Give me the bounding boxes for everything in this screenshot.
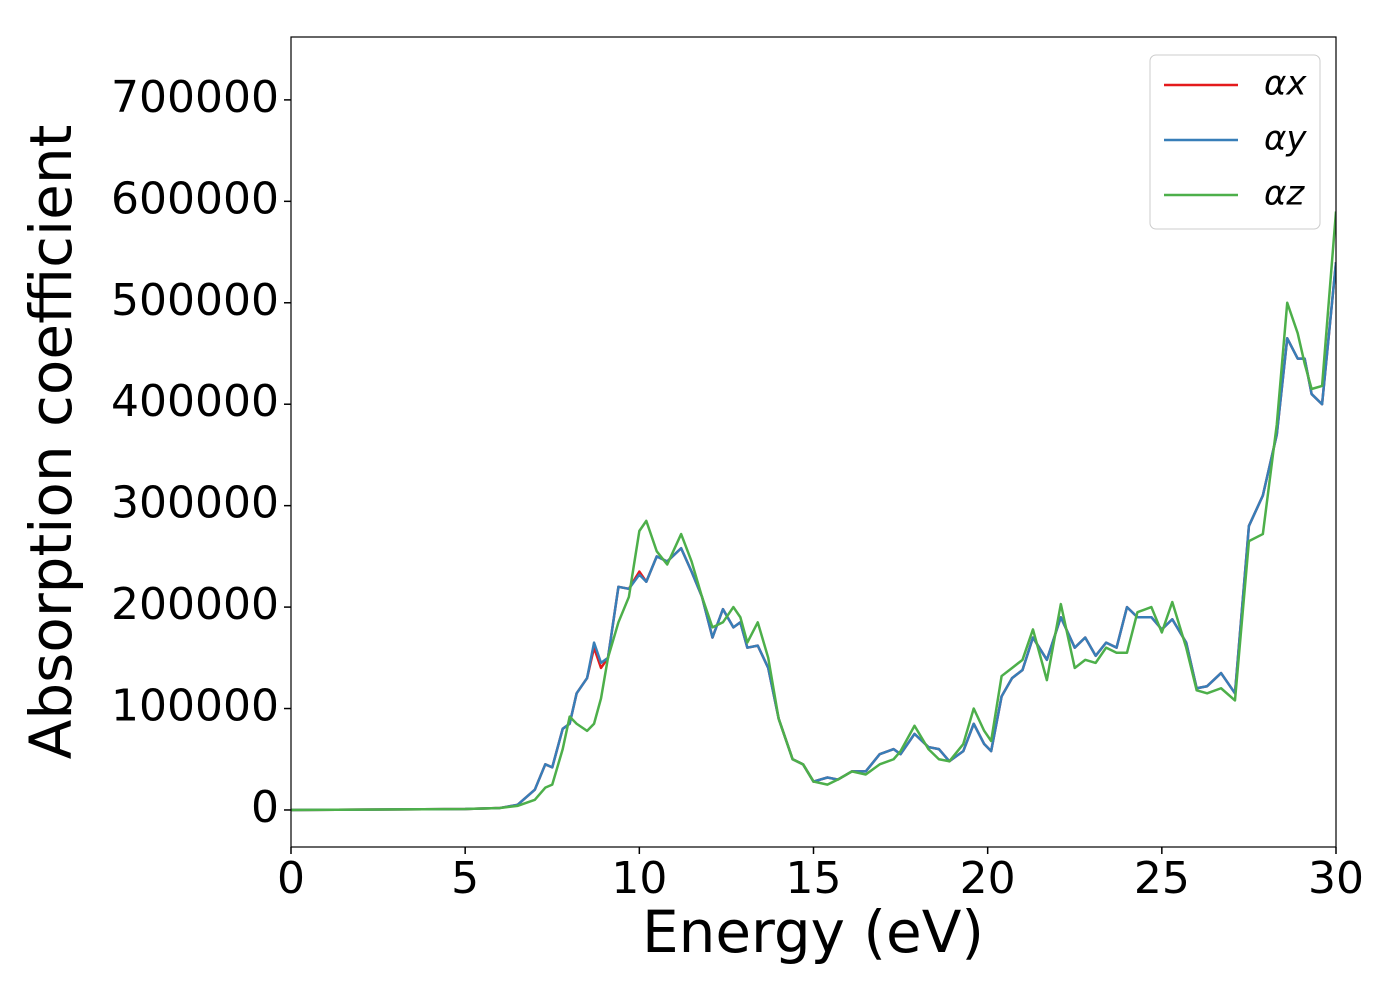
x-tick-label: 10 — [611, 853, 667, 904]
y-tick-label: 100000 — [111, 681, 279, 732]
x-tick-label: 5 — [451, 853, 479, 904]
legend-label: αy — [1264, 119, 1307, 159]
series-line — [291, 262, 1336, 812]
legend-box — [1149, 54, 1321, 230]
y-tick-label: 300000 — [111, 478, 279, 529]
x-axis-label: Energy (eV) — [642, 898, 984, 966]
y-tick-label: 0 — [251, 782, 279, 833]
series-line — [291, 262, 1336, 812]
y-tick-label: 500000 — [111, 275, 279, 326]
x-tick-label: 15 — [786, 853, 842, 904]
y-tick-label: 700000 — [111, 72, 279, 123]
y-axis-label: Absorption coefficient — [17, 125, 85, 760]
x-tick-label: 20 — [960, 853, 1016, 904]
x-tick-label: 25 — [1134, 853, 1190, 904]
y-tick-label: 600000 — [111, 173, 279, 224]
y-tick-label: 400000 — [111, 376, 279, 427]
legend-label: αx — [1264, 64, 1307, 104]
x-tick-label: 0 — [277, 853, 305, 904]
legend-label: αz — [1264, 174, 1305, 214]
series-line — [291, 211, 1336, 812]
plot-frame — [290, 36, 1337, 848]
y-tick-label: 200000 — [111, 579, 279, 630]
x-tick-label: 30 — [1308, 853, 1364, 904]
